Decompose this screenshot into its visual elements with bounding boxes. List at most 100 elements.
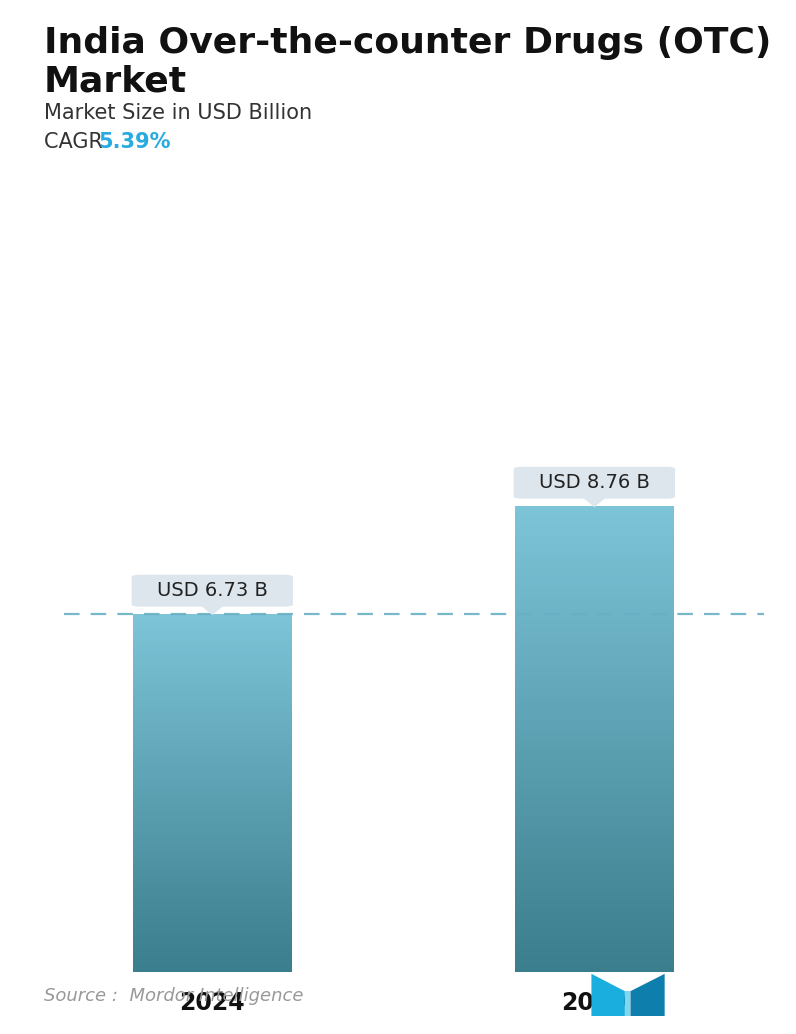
Bar: [133, 688, 292, 690]
Bar: [133, 621, 292, 622]
Bar: [515, 590, 674, 591]
Bar: [133, 926, 292, 927]
Bar: [133, 916, 292, 917]
Bar: [515, 635, 674, 637]
Bar: [133, 723, 292, 724]
Text: Market: Market: [44, 64, 187, 98]
Bar: [515, 777, 674, 778]
Bar: [515, 784, 674, 786]
Bar: [133, 737, 292, 738]
Bar: [515, 685, 674, 687]
Bar: [515, 805, 674, 808]
Bar: [133, 708, 292, 709]
Bar: [133, 691, 292, 692]
Bar: [515, 826, 674, 827]
Bar: [515, 798, 674, 799]
Bar: [133, 927, 292, 929]
Bar: [133, 776, 292, 777]
Bar: [515, 560, 674, 562]
Bar: [515, 786, 674, 787]
Bar: [515, 621, 674, 622]
Bar: [515, 910, 674, 911]
Bar: [515, 625, 674, 626]
Bar: [515, 674, 674, 675]
Bar: [133, 895, 292, 896]
Bar: [515, 783, 674, 784]
Bar: [133, 754, 292, 755]
Text: Source :  Mordor Intelligence: Source : Mordor Intelligence: [44, 987, 303, 1005]
Bar: [133, 651, 292, 652]
Bar: [515, 770, 674, 771]
Bar: [133, 713, 292, 714]
Bar: [133, 694, 292, 695]
Bar: [133, 695, 292, 696]
Bar: [133, 884, 292, 885]
Bar: [515, 517, 674, 518]
Bar: [133, 683, 292, 685]
Bar: [133, 761, 292, 762]
Bar: [133, 763, 292, 764]
Bar: [133, 889, 292, 891]
Bar: [133, 622, 292, 624]
Bar: [133, 893, 292, 894]
Bar: [515, 886, 674, 888]
Bar: [515, 594, 674, 595]
Bar: [133, 902, 292, 903]
Bar: [515, 697, 674, 699]
Bar: [133, 956, 292, 957]
Bar: [515, 780, 674, 781]
Bar: [133, 659, 292, 660]
Text: Market Size in USD Billion: Market Size in USD Billion: [44, 103, 312, 123]
Bar: [133, 700, 292, 701]
Bar: [133, 686, 292, 687]
Bar: [133, 760, 292, 761]
Bar: [515, 846, 674, 848]
Bar: [133, 901, 292, 902]
Bar: [133, 734, 292, 736]
Bar: [515, 716, 674, 718]
Bar: [133, 791, 292, 792]
Bar: [133, 949, 292, 950]
Bar: [515, 567, 674, 569]
Bar: [133, 748, 292, 749]
Bar: [133, 820, 292, 822]
Bar: [133, 954, 292, 955]
Polygon shape: [582, 496, 607, 508]
Bar: [515, 705, 674, 706]
Bar: [133, 966, 292, 967]
Bar: [515, 942, 674, 944]
Bar: [133, 863, 292, 864]
Bar: [133, 719, 292, 721]
Bar: [515, 559, 674, 560]
Bar: [515, 657, 674, 659]
Bar: [133, 633, 292, 634]
Bar: [133, 641, 292, 643]
FancyBboxPatch shape: [131, 575, 293, 607]
Bar: [515, 811, 674, 812]
Bar: [133, 624, 292, 625]
Bar: [515, 702, 674, 703]
Bar: [515, 526, 674, 528]
Bar: [133, 939, 292, 940]
Bar: [515, 650, 674, 652]
Bar: [133, 903, 292, 904]
Bar: [133, 804, 292, 807]
Bar: [133, 629, 292, 630]
Bar: [515, 541, 674, 542]
Bar: [515, 864, 674, 866]
Bar: [515, 852, 674, 854]
Bar: [133, 690, 292, 691]
Bar: [133, 912, 292, 913]
Bar: [133, 865, 292, 866]
Bar: [133, 881, 292, 882]
Bar: [133, 667, 292, 668]
Bar: [515, 649, 674, 650]
Bar: [133, 630, 292, 631]
Bar: [515, 860, 674, 861]
Bar: [133, 707, 292, 708]
Bar: [515, 734, 674, 736]
Bar: [133, 971, 292, 972]
Bar: [515, 637, 674, 638]
Bar: [515, 964, 674, 966]
Bar: [133, 832, 292, 833]
